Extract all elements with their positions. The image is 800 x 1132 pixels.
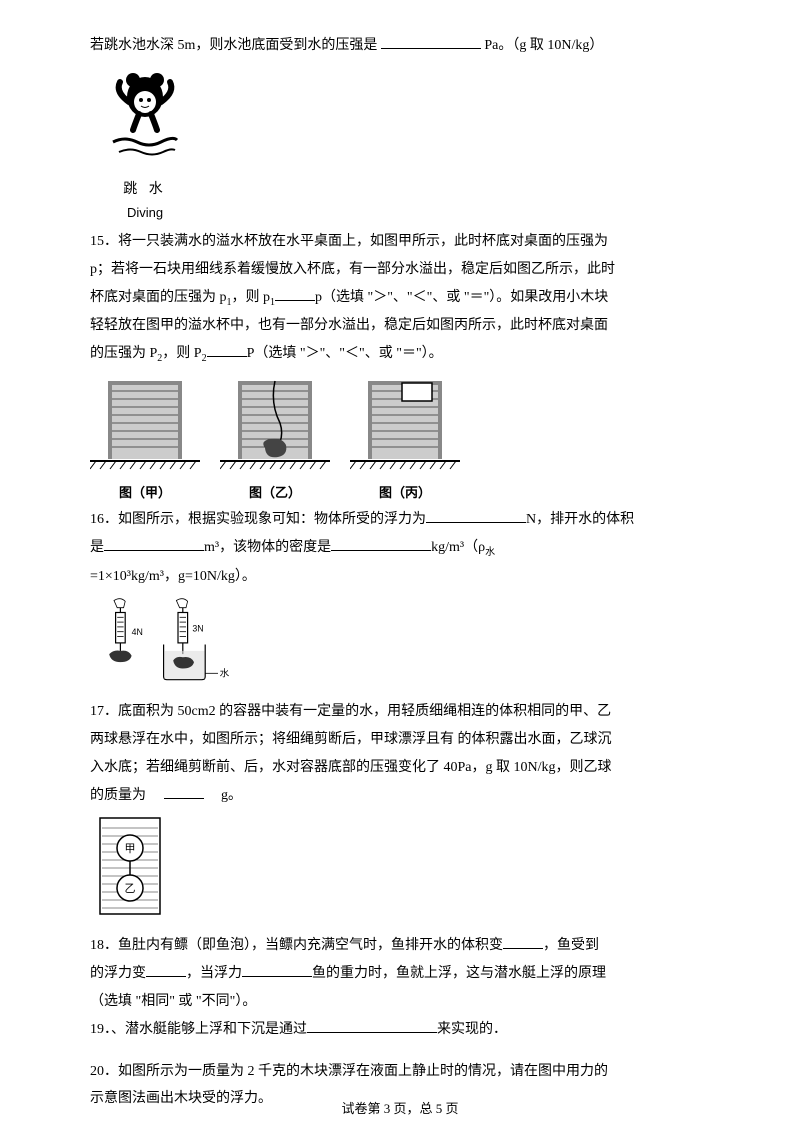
label-water: 水 <box>220 667 230 679</box>
spacer <box>90 1046 710 1056</box>
q18-p3: （选填 "相同" 或 "不同"）。 <box>90 990 710 1014</box>
q15-t3b: ，则 p <box>232 290 271 305</box>
q16-blank2 <box>104 536 204 551</box>
q20-num: 20． <box>90 1064 118 1079</box>
q14-blank <box>381 34 481 49</box>
q17-p2: 两球悬浮在水中，如图所示；将细绳剪断后，甲球漂浮且有 的体积露出水面，乙球沉 <box>90 728 710 752</box>
q18-blank3 <box>242 962 312 977</box>
fig-bing: 图（丙） <box>350 373 460 504</box>
cup-jia-icon <box>90 373 200 473</box>
q15-p2: p；若将一石块用细线系着缓慢放入杯底，有一部分水溢出，稳定后如图乙所示，此时 <box>90 258 710 282</box>
q17-blank <box>164 784 204 799</box>
q14-text-b: Pa。（g 取 10N/kg） <box>484 38 603 53</box>
ball-b-label: 乙 <box>125 882 136 895</box>
q19-t1: 、潜水艇能够上浮和下沉是通过 <box>111 1022 307 1037</box>
q15-blank1 <box>275 286 315 301</box>
cup-yi-icon <box>220 373 330 473</box>
q17-p3: 入水底；若细绳剪断前、后，水对容器底部的压强变化了 40Pa，g 取 10N/k… <box>90 756 710 780</box>
q15-num: 15． <box>90 234 118 249</box>
q14-text-a: 若跳水池水深 5m，则水池底面受到水的压强是 <box>90 38 377 53</box>
cap-jia: 图（甲） <box>90 482 200 504</box>
q15-t3a: 杯底对桌面的压强为 p <box>90 290 227 305</box>
q17-t4b: g。 <box>221 788 242 803</box>
q18-blank1 <box>503 934 543 949</box>
q18-t2b: ，当浮力 <box>186 966 242 981</box>
diving-figure: 跳 水 Diving <box>90 62 200 224</box>
q19-t2: 来实现的． <box>437 1022 507 1037</box>
q15-t3c: p（选填 "＞"、"＜"、或 "＝"）。如果改用小木块 <box>315 290 608 305</box>
fig-jia: 图（甲） <box>90 373 200 504</box>
diving-label-cn: 跳 水 <box>90 178 200 202</box>
q18-t1b: ，鱼受到 <box>543 938 599 953</box>
q15-t1: 将一只装满水的溢水杯放在水平桌面上，如图甲所示，此时杯底对桌面的压强为 <box>118 234 608 249</box>
q18-t2c: 鱼的重力时，鱼就上浮，这与潜水艇上浮的原理 <box>312 966 606 981</box>
q16-t2a: 是 <box>90 540 104 555</box>
diving-mascot-icon <box>95 62 195 172</box>
ball-a-label: 甲 <box>125 843 136 855</box>
page-footer: 试卷第 3 页，总 5 页 <box>0 1098 800 1120</box>
q17-num: 17． <box>90 704 118 719</box>
cap-bing: 图（丙） <box>350 482 460 504</box>
q17-t1: 底面积为 50cm2 的容器中装有一定量的水，用轻质细绳相连的体积相同的甲、乙 <box>118 704 611 719</box>
q19-blank <box>307 1018 437 1033</box>
q16-blank1 <box>426 508 526 523</box>
q20-p1: 20．如图所示为一质量为 2 千克的木块漂浮在液面上静止时的情况，请在图中用力的 <box>90 1060 710 1084</box>
q16-p1: 16．如图所示，根据实验现象可知：物体所受的浮力为 N，排开水的体积 <box>90 508 710 532</box>
q17-p4: 的质量为 g。 <box>90 784 710 808</box>
q16-t2c: kg/m³（ρ <box>431 540 485 555</box>
q15-t5a: 的压强为 P <box>90 346 157 361</box>
fig-yi: 图（乙） <box>220 373 330 504</box>
q18-t1a: 鱼肚内有鳔（即鱼泡），当鳔内充满空气时，鱼排开水的体积变 <box>118 938 503 953</box>
page: 若跳水池水深 5m，则水池底面受到水的压强是 Pa。（g 取 10N/kg） 跳… <box>0 0 800 1132</box>
q14-line: 若跳水池水深 5m，则水池底面受到水的压强是 Pa。（g 取 10N/kg） <box>90 34 710 58</box>
q19-p: 19．、潜水艇能够上浮和下沉是通过 来实现的． <box>90 1018 710 1042</box>
q15-blank2 <box>207 342 247 357</box>
q15-p5: 的压强为 P2，则 P2P（选填 "＞"、"＜"、或 "＝"）。 <box>90 342 710 367</box>
label-3n: 3N <box>192 623 203 633</box>
label-4n: 4N <box>132 627 143 637</box>
q15-t5b: ，则 P <box>162 346 201 361</box>
q16-t1b: N，排开水的体积 <box>526 512 634 527</box>
spring-scale-icon: 4N 3N 水 <box>90 593 250 688</box>
q16-p3: =1×10³kg/m³，g=10N/kg）。 <box>90 565 710 589</box>
q16-blank3 <box>331 536 431 551</box>
q16-t2b: m³，该物体的密度是 <box>204 540 331 555</box>
container-balls-icon: 甲 乙 <box>90 812 170 922</box>
q15-figures: 图（甲） <box>90 373 710 504</box>
q17-figure: 甲 乙 <box>90 812 710 931</box>
q17-t4a: 的质量为 <box>90 788 146 803</box>
rho-sub: 水 <box>485 547 495 558</box>
q18-blank2 <box>146 962 186 977</box>
diving-label-en: Diving <box>90 202 200 224</box>
cup-bing-icon <box>350 373 460 473</box>
q16-p2: 是 m³，该物体的密度是 kg/m³（ρ水 <box>90 536 710 561</box>
q15-p3: 杯底对桌面的压强为 p1，则 p1p（选填 "＞"、"＜"、或 "＝"）。如果改… <box>90 286 710 311</box>
q16-figure: 4N 3N 水 <box>90 593 710 697</box>
q18-p1: 18．鱼肚内有鳔（即鱼泡），当鳔内充满空气时，鱼排开水的体积变 ，鱼受到 <box>90 934 710 958</box>
q16-t1: 如图所示，根据实验现象可知：物体所受的浮力为 <box>118 512 426 527</box>
cap-yi: 图（乙） <box>220 482 330 504</box>
q15-p1: 15．将一只装满水的溢水杯放在水平桌面上，如图甲所示，此时杯底对桌面的压强为 <box>90 230 710 254</box>
q18-num: 18． <box>90 938 118 953</box>
q15-t5c: P（选填 "＞"、"＜"、或 "＝"）。 <box>247 346 443 361</box>
q18-t2a: 的浮力变 <box>90 966 146 981</box>
q17-p1: 17．底面积为 50cm2 的容器中装有一定量的水，用轻质细绳相连的体积相同的甲… <box>90 700 710 724</box>
q15-p4: 轻轻放在图甲的溢水杯中，也有一部分水溢出，稳定后如图丙所示，此时杯底对桌面 <box>90 314 710 338</box>
q20-t1: 如图所示为一质量为 2 千克的木块漂浮在液面上静止时的情况，请在图中用力的 <box>118 1064 608 1079</box>
q19-num: 19． <box>90 1022 111 1037</box>
q16-num: 16． <box>90 512 118 527</box>
q18-p2: 的浮力变 ，当浮力 鱼的重力时，鱼就上浮，这与潜水艇上浮的原理 <box>90 962 710 986</box>
